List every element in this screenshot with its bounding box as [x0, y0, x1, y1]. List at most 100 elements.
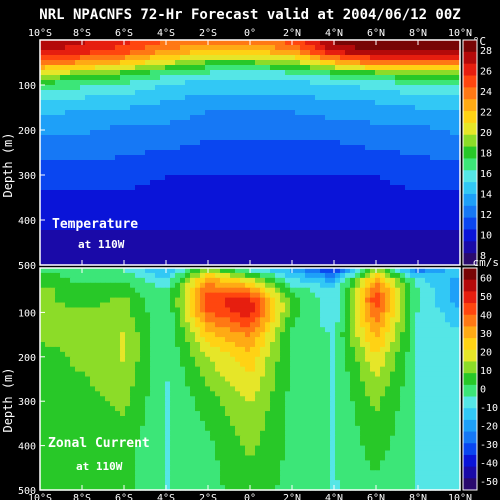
heatmap-cell — [335, 255, 341, 261]
heatmap-cell — [185, 277, 191, 284]
heatmap-cell — [80, 277, 86, 284]
heatmap-cell — [130, 170, 136, 176]
heatmap-cell — [225, 50, 231, 56]
heatmap-cell — [275, 80, 281, 86]
heatmap-cell — [205, 200, 211, 206]
heatmap-cell — [150, 85, 156, 91]
heatmap-cell — [205, 135, 211, 141]
heatmap-cell — [260, 210, 266, 216]
heatmap-cell — [355, 287, 361, 294]
heatmap-cell — [240, 135, 246, 141]
heatmap-cell — [440, 95, 446, 101]
heatmap-cell — [435, 200, 441, 206]
heatmap-cell — [415, 165, 421, 171]
heatmap-cell — [265, 195, 271, 201]
heatmap-cell — [440, 210, 446, 216]
heatmap-cell — [135, 40, 141, 46]
heatmap-cell — [225, 155, 231, 161]
heatmap-cell — [340, 170, 346, 176]
heatmap-cell — [105, 268, 111, 274]
heatmap-cell — [430, 115, 436, 121]
heatmap-cell — [65, 185, 71, 191]
heatmap-cell — [325, 75, 331, 81]
heatmap-cell — [75, 200, 81, 206]
heatmap-cell — [435, 125, 441, 131]
heatmap-cell — [115, 260, 121, 266]
heatmap-cell — [85, 160, 91, 166]
heatmap-cell — [385, 190, 391, 196]
heatmap-cell — [105, 195, 111, 201]
heatmap-cell — [105, 185, 111, 191]
heatmap-cell — [295, 60, 301, 66]
heatmap-cell — [360, 230, 366, 236]
heatmap-cell — [245, 297, 251, 304]
heatmap-cell — [225, 210, 231, 216]
heatmap-cell — [430, 100, 436, 106]
heatmap-cell — [115, 125, 121, 131]
heatmap-cell — [360, 150, 366, 156]
heatmap-cell — [155, 322, 161, 328]
heatmap-cell — [405, 115, 411, 121]
heatmap-cell — [85, 185, 91, 191]
heatmap-cell — [300, 100, 306, 106]
heatmap-cell — [130, 307, 136, 313]
heatmap-cell — [240, 235, 246, 241]
heatmap-cell — [105, 140, 111, 146]
heatmap-cell — [225, 240, 231, 246]
heatmap-cell — [45, 317, 51, 323]
heatmap-cell — [100, 235, 106, 241]
heatmap-cell — [235, 205, 241, 211]
heatmap-cell — [450, 180, 456, 186]
x-tick-label: 0° — [244, 28, 256, 39]
heatmap-cell — [340, 277, 346, 284]
heatmap-cell — [305, 307, 311, 313]
heatmap-cell — [425, 170, 431, 176]
heatmap-cell — [320, 250, 326, 256]
heatmap-cell — [420, 70, 426, 76]
heatmap-cell — [380, 302, 386, 309]
heatmap-cell — [340, 327, 346, 333]
heatmap-cell — [215, 205, 221, 211]
heatmap-cell — [125, 160, 131, 166]
heatmap-cell — [280, 185, 286, 191]
heatmap-cell — [75, 240, 81, 246]
heatmap-cell — [330, 240, 336, 246]
heatmap-cell — [440, 80, 446, 86]
heatmap-cell — [315, 165, 321, 171]
heatmap-cell — [295, 200, 301, 206]
heatmap-cell — [190, 70, 196, 76]
heatmap-cell — [350, 105, 356, 111]
heatmap-cell — [370, 150, 376, 156]
heatmap-cell — [410, 322, 416, 328]
heatmap-cell — [110, 55, 116, 61]
heatmap-cell — [220, 282, 226, 289]
heatmap-cell — [45, 235, 51, 241]
heatmap-cell — [390, 155, 396, 161]
heatmap-cell — [325, 105, 331, 111]
heatmap-cell — [300, 307, 306, 313]
heatmap-cell — [360, 245, 366, 251]
heatmap-cell — [200, 230, 206, 236]
heatmap-cell — [400, 160, 406, 166]
heatmap-cell — [170, 85, 176, 91]
heatmap-cell — [150, 55, 156, 61]
heatmap-cell — [455, 255, 461, 261]
heatmap-cell — [260, 240, 266, 246]
heatmap-cell — [90, 160, 96, 166]
heatmap-cell — [370, 245, 376, 251]
heatmap-cell — [100, 95, 106, 101]
heatmap-cell — [215, 175, 221, 181]
heatmap-cell — [285, 272, 291, 279]
heatmap-cell — [330, 185, 336, 191]
heatmap-cell — [425, 105, 431, 111]
heatmap-cell — [205, 327, 211, 333]
heatmap-cell — [365, 255, 371, 261]
heatmap-cell — [360, 327, 366, 333]
heatmap-cell — [190, 85, 196, 91]
heatmap-cell — [260, 220, 266, 226]
heatmap-cell — [70, 115, 76, 121]
heatmap-cell — [330, 268, 336, 274]
heatmap-cell — [215, 55, 221, 61]
heatmap-cell — [285, 230, 291, 236]
heatmap-cell — [310, 215, 316, 221]
